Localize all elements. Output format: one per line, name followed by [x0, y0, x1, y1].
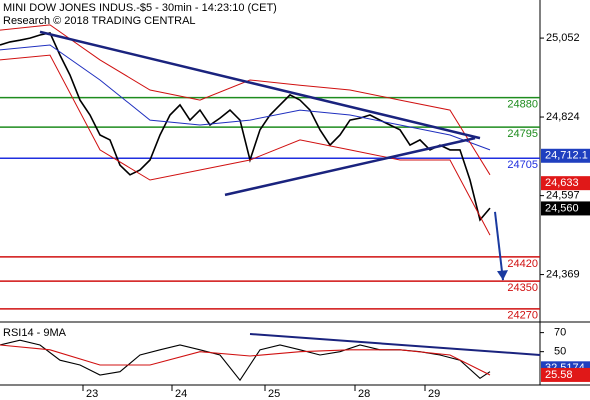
price-tag [541, 176, 590, 191]
trend-line [39, 30, 481, 140]
y-tick-label: 24,369 [546, 268, 580, 280]
x-tick-label: 28 [358, 388, 370, 400]
forecast-arrow [494, 211, 504, 281]
x-tick-label: 24 [175, 388, 187, 400]
price-tag-label: 25.58 [545, 369, 573, 381]
price-tag-label: 24,560 [545, 202, 579, 214]
level-label: 24705 [507, 159, 538, 171]
price-tag-label: 24,712.1 [545, 150, 588, 162]
price-tag [541, 201, 590, 216]
rsi-line [0, 344, 491, 376]
price-tag [541, 367, 590, 382]
arrow-head [497, 270, 508, 281]
y-tick-label: 24,597 [546, 190, 580, 202]
x-tick-label: 23 [86, 388, 98, 400]
level-label: 24270 [507, 310, 538, 322]
level-label: 24880 [507, 99, 538, 111]
level-label: 24795 [507, 128, 538, 140]
y-tick-label: 70 [554, 327, 566, 339]
rsi-label: RSI14 - 9MA [3, 327, 67, 339]
price-line [0, 31, 491, 222]
x-tick-label: 25 [268, 388, 280, 400]
indicator-line [0, 24, 491, 176]
level-label: 24420 [507, 258, 538, 270]
x-tick-label: 29 [428, 388, 440, 400]
y-tick-label: 50 [554, 346, 566, 358]
chart-subtitle: Research © 2018 TRADING CENTRAL [3, 15, 196, 27]
indicator-line [0, 44, 491, 151]
price-tag-label: 24,633 [545, 177, 579, 189]
price-tag [541, 148, 590, 163]
y-tick-label: 24,824 [546, 111, 580, 123]
level-label: 24350 [507, 282, 538, 294]
y-tick-label: 25,052 [546, 32, 580, 44]
trend-line [249, 333, 541, 356]
indicator-line [0, 54, 491, 236]
trend-line [224, 136, 476, 197]
chart-title: MINI DOW JONES INDUS.-$5 - 30min - 14:23… [3, 2, 277, 14]
